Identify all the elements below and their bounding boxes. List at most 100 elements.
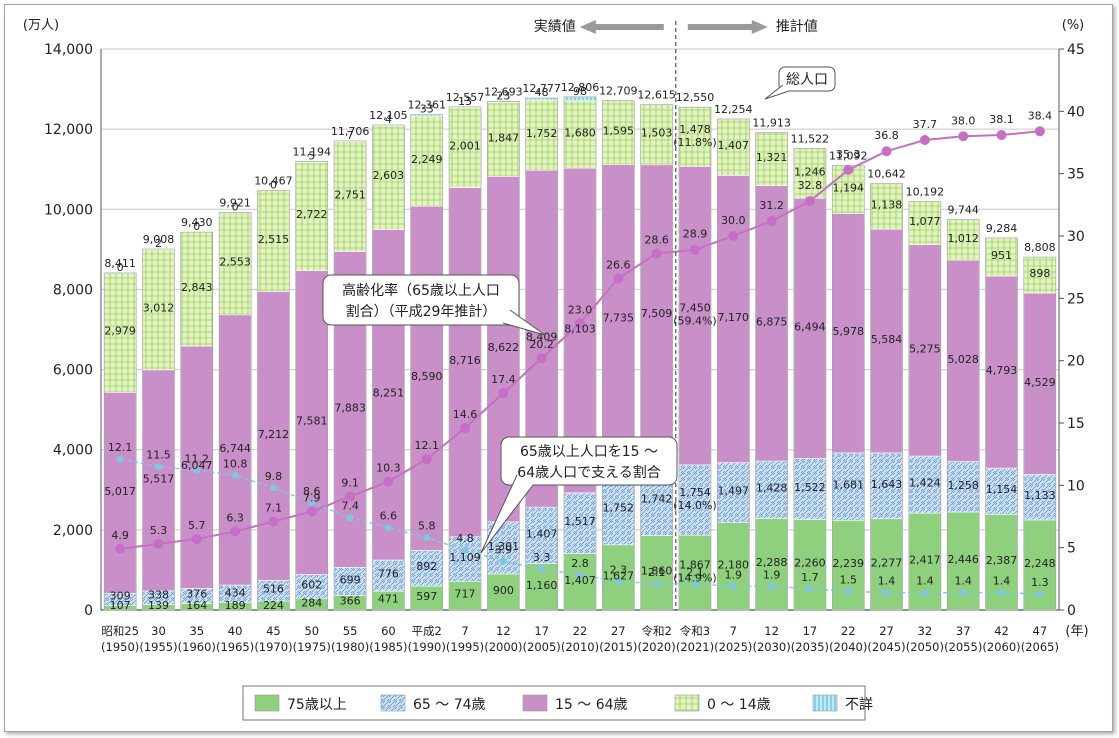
bar-segment-0-14: [103, 272, 137, 393]
bar-value-label: 139: [148, 599, 169, 612]
aging-callout-box: [322, 274, 520, 326]
aging-rate-label: 35.3: [836, 148, 861, 161]
aging-rate-point: [689, 244, 700, 255]
total-label: 9,008: [143, 233, 175, 246]
support-ratio-label: 10.8: [223, 457, 248, 470]
total-label: 11,522: [791, 132, 830, 145]
bar-value-label: 2,239: [832, 557, 864, 570]
total-label: 12,709: [599, 85, 638, 98]
x-tick-label: 22: [841, 624, 856, 638]
legend-swatch: [812, 694, 838, 712]
x-tick-year: (2005): [523, 640, 561, 654]
x-tick-label: 平成2: [412, 624, 442, 638]
total-label: 11,092: [829, 150, 868, 163]
aging-rate-point: [191, 533, 202, 544]
bar-value-label: 309: [110, 590, 131, 603]
x-tick-year: (2050): [906, 640, 944, 654]
bar-outline: [257, 190, 290, 611]
x-tick-year: (1950): [101, 640, 139, 654]
x-tick-label: 37: [956, 624, 971, 638]
total-label: 12,254: [714, 103, 753, 116]
bar-value-label: 898: [1029, 267, 1050, 280]
bar-value-label: 900: [493, 584, 514, 597]
support-ratio-point: [231, 471, 239, 479]
aging-rate-point: [575, 318, 585, 329]
total-callout-text: 総人口: [786, 72, 828, 88]
bar-value-label: 1,109: [449, 551, 481, 564]
bar-outline: [716, 118, 750, 611]
left-tick-label: 8,000: [53, 282, 93, 298]
x-tick-label: 7: [730, 624, 737, 638]
bar-value-label: 7,509: [641, 307, 673, 320]
aging-rate-label: 5.3: [150, 524, 168, 537]
x-tick-year: (2000): [484, 640, 522, 654]
bar-segment-65-74: [716, 462, 750, 523]
support-callout-box: [500, 436, 678, 486]
x-tick-year: (2021): [676, 640, 714, 654]
support-ratio-point: [308, 499, 316, 507]
support-ratio-label: 3.3: [533, 551, 551, 564]
x-tick-year: (2020): [638, 640, 676, 654]
aging-rate-label: 20.2: [529, 338, 554, 351]
bar-value-label: 2,553: [219, 256, 251, 269]
x-tick-year: (2055): [944, 640, 982, 654]
aging-rate-label: 30.0: [721, 214, 746, 227]
bar-value-label: 2,515: [258, 233, 290, 246]
bar-outline: [295, 161, 329, 611]
aging-rate-label: 9.1: [341, 477, 359, 490]
support-ratio-label: 1.4: [878, 575, 896, 588]
arrow-left-icon: [579, 20, 664, 34]
support-ratio-label: 11.5: [146, 449, 171, 462]
support-ratio-label: 1.7: [801, 571, 819, 584]
x-tick-year: (1970): [254, 640, 292, 654]
support-ratio-point: [384, 524, 392, 532]
aging-rate-label: 28.9: [683, 228, 708, 241]
x-tick-year: (1990): [408, 640, 446, 654]
aging-rate-point: [230, 526, 241, 537]
bar-value-line: (59.4%): [673, 315, 717, 328]
aging-rate-label: 38.0: [951, 114, 976, 127]
bar-value-label: 2,722: [296, 208, 328, 221]
bar-value-label: 107: [110, 599, 131, 612]
bar-value-label: 1,680: [564, 126, 596, 139]
total-label: 12,105: [369, 109, 408, 122]
aging-rate-label: 37.7: [913, 118, 938, 131]
bar-value-label: 13: [458, 95, 472, 108]
bar-value-label: 2,288: [756, 556, 788, 569]
bar-value-label: 1,847: [488, 131, 520, 144]
total-label: 11,913: [752, 117, 791, 130]
bar-value-label: 2,249: [411, 153, 443, 166]
bar-value-label: 6,047: [181, 459, 213, 472]
x-tick-year: (1980): [331, 640, 369, 654]
total-label: 8,411: [104, 257, 136, 270]
bar-value-label: 189: [225, 599, 246, 612]
aging-rate-point: [613, 273, 624, 284]
bar-outline: [333, 140, 367, 611]
bar-segment-65-74: [755, 460, 788, 519]
bar-segment-0-14: [448, 107, 482, 188]
legend-layer: 75歳以上 65 ～ 74歳 15 ～ 64歳 0 ～ 14歳 不詳: [242, 685, 873, 721]
bar-value-label: 1,077: [909, 215, 941, 228]
x-tick-year: (1995): [446, 640, 484, 654]
aging-rate-point: [804, 196, 815, 207]
bar-segment-15-64: [295, 270, 329, 575]
bar-segment-0-14: [1023, 256, 1057, 294]
aging-rate-point: [268, 516, 279, 527]
x-tick-year: (1985): [369, 640, 407, 654]
x-tick-year: (2015): [599, 640, 637, 654]
support-ratio-point: [461, 546, 469, 554]
total-label: 10,467: [254, 175, 293, 188]
support-ratio-label: 2.3: [610, 563, 628, 576]
bar-value-label: 1,478 (11.8%): [673, 123, 717, 149]
bar-value-label: 7,212: [258, 428, 290, 441]
bar-segment-15-64: [257, 291, 290, 581]
x-tick-year: (2030): [752, 640, 790, 654]
x-tick-year: (2045): [867, 640, 905, 654]
aging-rate-point: [306, 506, 317, 517]
aging-callout-tail: [502, 309, 546, 336]
bar-value-label: 0: [232, 200, 239, 213]
support-ratio-point: [729, 582, 737, 590]
right-tick-label: 10: [1067, 478, 1085, 494]
total-label: 12,806: [561, 81, 600, 94]
legend-box: [242, 685, 866, 721]
